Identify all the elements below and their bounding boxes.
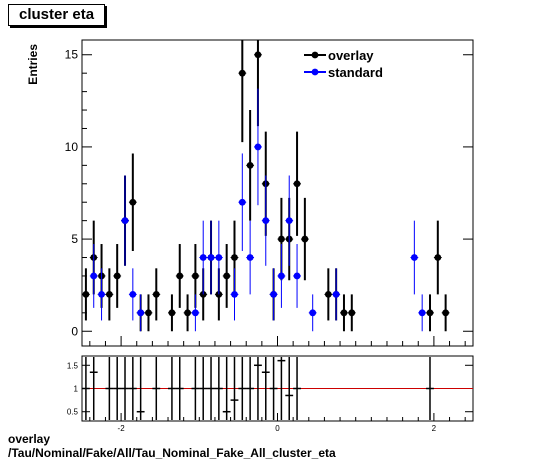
x-tick-label: -2 (118, 424, 126, 433)
data-point (184, 309, 191, 317)
data-point (168, 309, 176, 317)
data-point (418, 309, 426, 317)
legend: overlay standard (304, 48, 383, 80)
data-point (176, 272, 184, 280)
ratio-panel: 0.5 1 1.5 -2 0 2 (67, 355, 474, 433)
data-point (231, 254, 238, 261)
data-point (231, 290, 238, 298)
data-point (223, 272, 231, 280)
legend-label-overlay: overlay (328, 48, 374, 63)
data-point (238, 198, 246, 206)
x-tick-label: 0 (275, 424, 280, 433)
data-point (278, 235, 285, 243)
data-point (105, 290, 113, 298)
data-point (270, 290, 277, 298)
y-tick-label: 0 (71, 324, 78, 338)
data-point (90, 272, 98, 280)
data-point (191, 309, 199, 317)
y-axis-label: Entries (26, 44, 40, 85)
data-point (238, 69, 246, 77)
data-point (98, 290, 105, 298)
data-point (199, 254, 207, 261)
data-point (262, 217, 270, 225)
main-panel: 0 5 10 15 Entries overlay standard (26, 39, 474, 347)
data-point (285, 217, 293, 225)
data-point (254, 51, 262, 59)
data-point (207, 254, 215, 261)
ratio-series (82, 357, 434, 420)
data-point (332, 290, 340, 298)
ratio-y-tick-label: 0.5 (67, 408, 79, 417)
data-point (340, 309, 348, 317)
data-point (145, 309, 152, 317)
y-tick-label: 5 (71, 232, 78, 246)
legend-label-standard: standard (328, 65, 383, 80)
data-point (152, 290, 160, 298)
ratio-y-tick-label: 1 (74, 385, 79, 394)
data-point (293, 180, 301, 188)
data-point (246, 254, 254, 261)
ratio-y-tick-label: 1.5 (67, 361, 79, 370)
data-point (129, 198, 137, 206)
data-point (82, 290, 90, 298)
data-point (254, 143, 262, 151)
caption-line-1: overlay (8, 432, 51, 446)
data-point (301, 235, 309, 243)
data-point (137, 309, 145, 317)
series-standard (89, 88, 427, 332)
y-tick-label: 15 (65, 48, 79, 62)
legend-marker (311, 68, 319, 76)
data-point (293, 272, 301, 280)
data-point (442, 309, 450, 317)
data-point (113, 272, 121, 280)
x-tick-label: 2 (432, 424, 437, 433)
data-point (324, 290, 332, 298)
data-point (121, 217, 129, 225)
caption-line-2: /Tau/Nominal/Fake/All/Tau_Nominal_Fake_A… (8, 446, 336, 460)
data-point (348, 309, 356, 317)
data-point (191, 272, 199, 280)
data-point (434, 254, 442, 261)
data-point (215, 254, 223, 261)
legend-marker (311, 51, 319, 59)
data-point (129, 290, 137, 298)
figure-caption: overlay /Tau/Nominal/Fake/All/Tau_Nomina… (8, 432, 336, 460)
data-point (246, 161, 254, 169)
data-point (278, 272, 285, 280)
data-point (410, 254, 418, 261)
data-point (426, 309, 434, 317)
chart-title: cluster eta (8, 4, 106, 26)
y-tick-label: 10 (65, 140, 79, 154)
data-point (309, 309, 317, 317)
